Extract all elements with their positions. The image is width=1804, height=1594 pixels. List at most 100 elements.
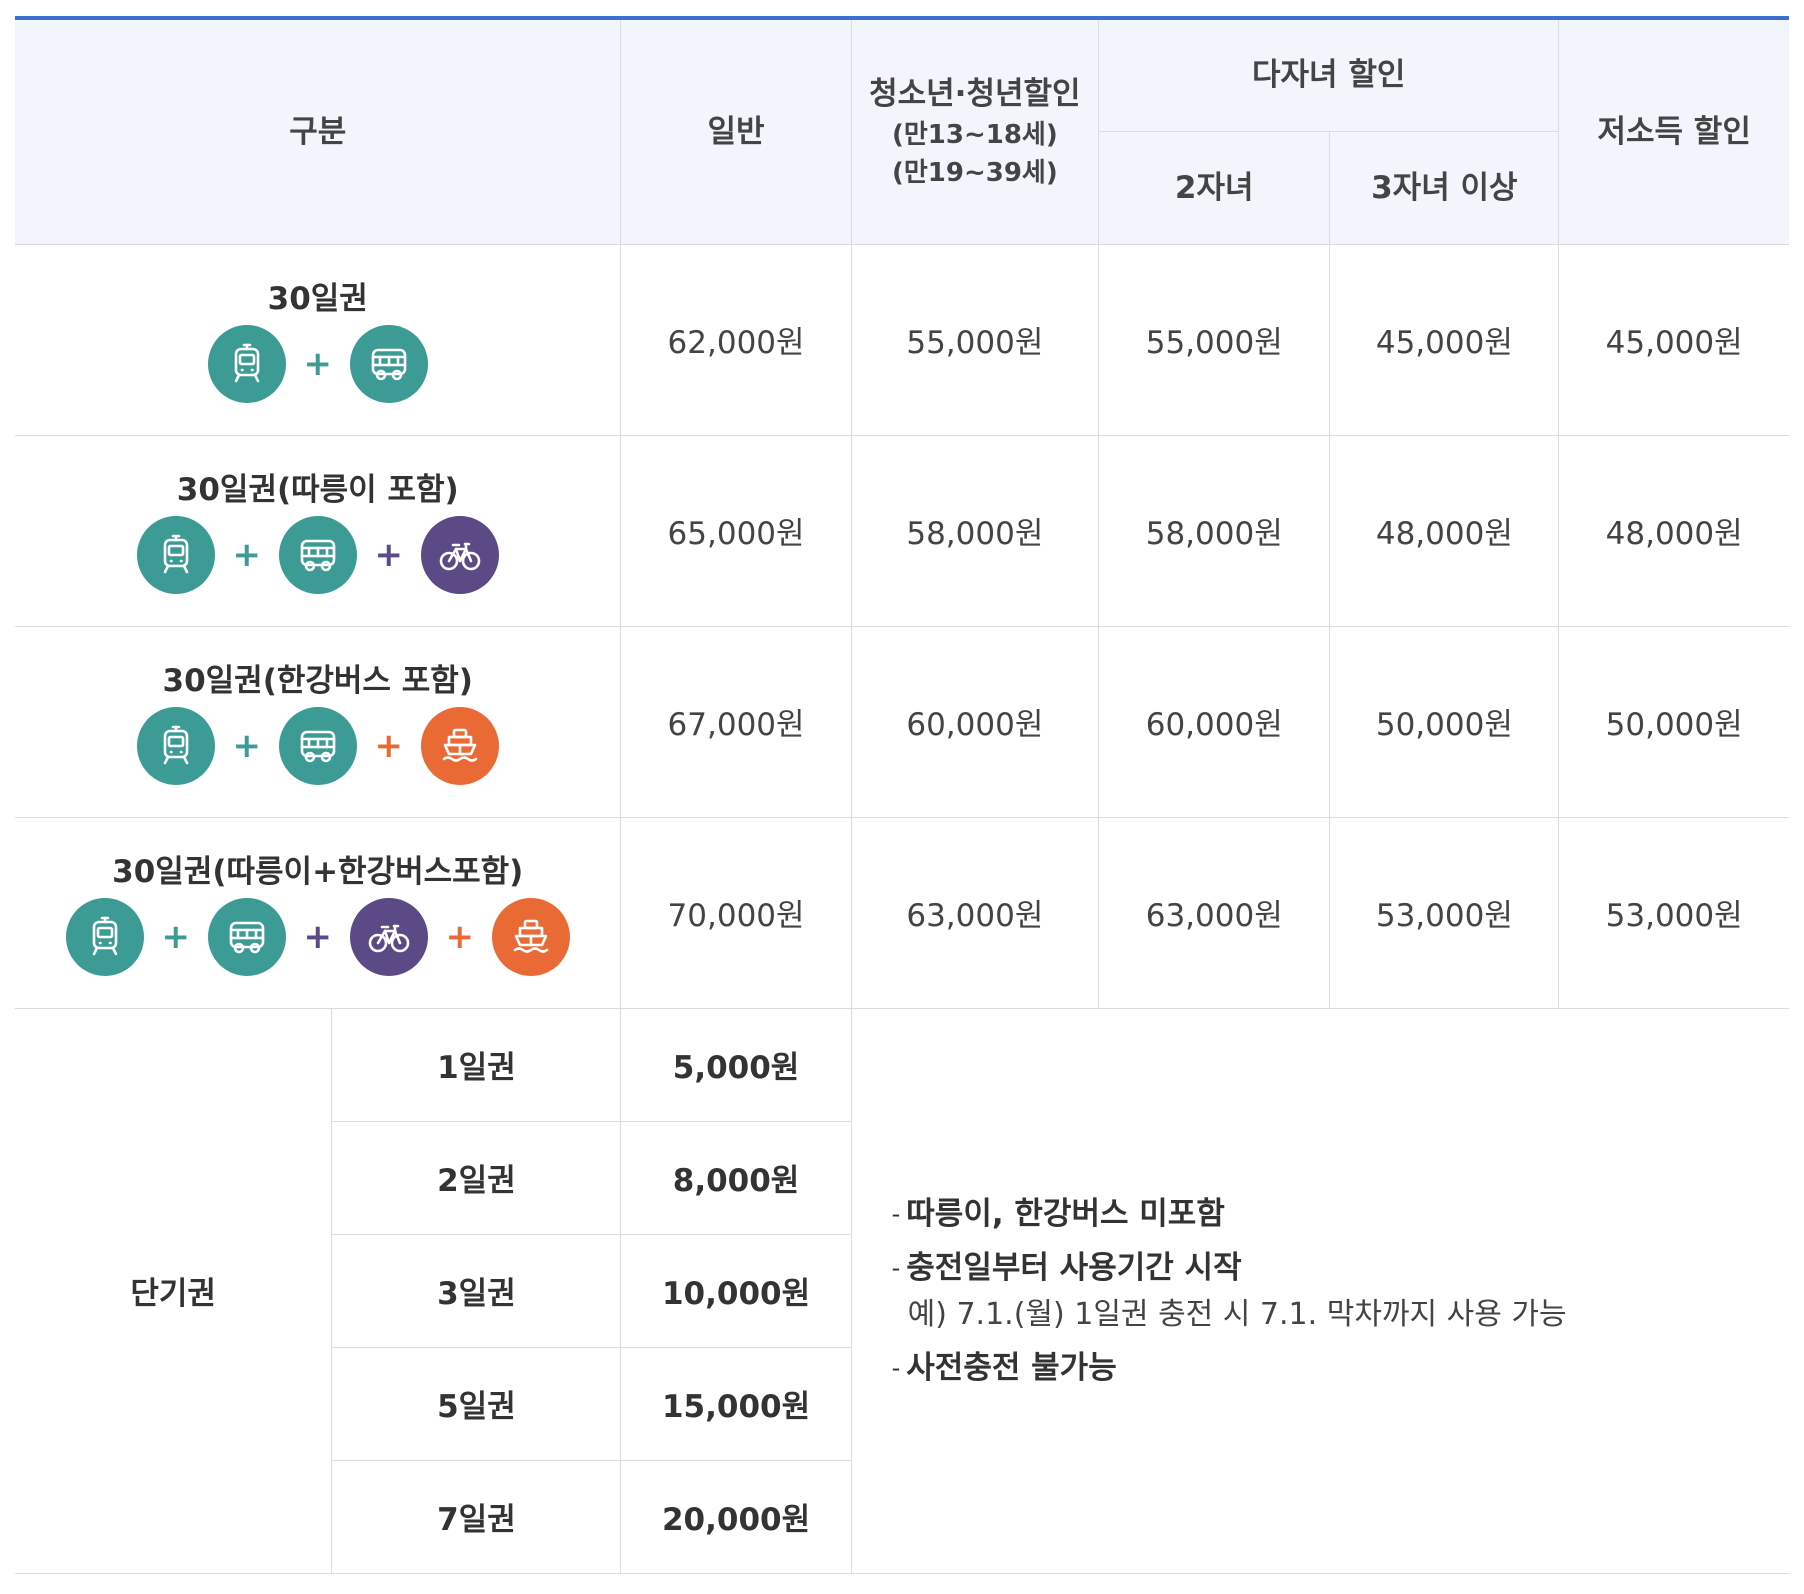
short-term-row: 2일권 8,000원: [15, 1120, 1789, 1235]
pass-name: 30일권(따릉이 포함): [176, 471, 459, 508]
note-example: 예) 7.1.(월) 1일권 충전 시 7.1. 막차까지 사용 가능: [907, 1296, 1567, 1332]
bus-icon: [207, 897, 286, 976]
plus-icon: +: [303, 343, 332, 384]
pass-category-cell: 30일권(따릉이+한강버스포함) + + +: [15, 816, 622, 1009]
price-two-children: 60,000원: [1098, 625, 1331, 818]
plus-icon: +: [303, 916, 332, 957]
short-term-name: 2일권: [331, 1120, 622, 1235]
short-term-price: 5,000원: [620, 1007, 852, 1122]
plus-icon: +: [232, 534, 261, 575]
header-youth-age-young-adult: (만19~39세): [891, 157, 1058, 188]
bicycle-icon: [349, 897, 428, 976]
header-row-2: 2자녀 3자녀 이상: [15, 130, 1789, 245]
price-low-income: 48,000원: [1558, 434, 1789, 627]
short-term-price: 10,000원: [620, 1233, 852, 1348]
note-item: - 따릉이, 한강버스 미포함: [892, 1191, 1789, 1237]
header-category: 구분: [15, 17, 622, 245]
price-three-children: 53,000원: [1329, 816, 1560, 1009]
short-term-price: 8,000원: [620, 1120, 852, 1235]
header-category-label: 구분: [289, 113, 347, 150]
header-youth-age-teen: (만13~18세): [891, 119, 1058, 150]
plus-icon: +: [445, 916, 474, 957]
pass-row: 30일권(따릉이 포함) + + 65,000원 58,000원 58,000원…: [15, 434, 1789, 627]
price-two-children: 55,000원: [1098, 243, 1331, 436]
pass-name: 30일권(따릉이+한강버스포함): [112, 853, 524, 890]
header-multi-child: 다자녀 할인: [1098, 17, 1560, 132]
short-term-name: 1일권: [331, 1007, 622, 1122]
note-dash: -: [891, 1353, 901, 1382]
price-general: 70,000원: [620, 816, 852, 1009]
header-three-children: 3자녀 이상: [1329, 130, 1559, 245]
header-row-1: 구분 일반 청소년·청년할인 (만13~18세) (만19~39세) 다자녀 할…: [15, 17, 1789, 245]
header-youth: 청소년·청년할인 (만13~18세) (만19~39세): [850, 17, 1100, 245]
pass-row: 30일권(따릉이+한강버스포함) + + + 70,000원 63,000원 6…: [15, 816, 1789, 1009]
bus-icon: [278, 706, 357, 785]
note-item: - 사전충전 불가능: [892, 1345, 1789, 1391]
subway-icon: [65, 897, 144, 976]
header-two-children-label: 2자녀: [1174, 169, 1254, 206]
pass-row: 30일권(한강버스 포함) + + 67,000원 60,000원 60,000…: [15, 625, 1789, 818]
ferry-icon: [491, 897, 570, 976]
short-term-row: 단기권 1일권 5,000원 - 따릉이, 한강버스 미포함 - 충전일부터 사용기…: [15, 1007, 1789, 1574]
plus-icon: +: [374, 725, 403, 766]
price-three-children: 45,000원: [1329, 243, 1560, 436]
subway-icon: [136, 515, 215, 594]
fare-table: 구분 일반 청소년·청년할인 (만13~18세) (만19~39세) 다자녀 할…: [15, 16, 1789, 1574]
note-item: - 충전일부터 사용기간 시작: [892, 1245, 1789, 1291]
short-term-name: 3일권: [331, 1233, 622, 1348]
short-term-notes: - 따릉이, 한강버스 미포함 - 충전일부터 사용기간 시작 예) 7.1.(월)…: [850, 1007, 1789, 1574]
price-two-children: 58,000원: [1098, 434, 1331, 627]
bus-icon: [349, 324, 428, 403]
plus-icon: +: [161, 916, 190, 957]
pass-name: 30일권(한강버스 포함): [162, 662, 473, 699]
price-low-income: 53,000원: [1558, 816, 1789, 1009]
pass-category-cell: 30일권 +: [15, 243, 622, 436]
price-three-children: 50,000원: [1329, 625, 1560, 818]
pass-icons: + +: [15, 515, 620, 594]
short-term-name: 5일권: [331, 1346, 622, 1461]
header-three-children-label: 3자녀 이상: [1371, 169, 1518, 206]
subway-icon: [136, 706, 215, 785]
header-general: 일반: [620, 17, 852, 245]
note-text: 따릉이, 한강버스 미포함: [906, 1195, 1225, 1232]
header-low-income: 저소득 할인: [1558, 17, 1789, 245]
short-term-name: 7일권: [331, 1459, 622, 1574]
price-two-children: 63,000원: [1098, 816, 1331, 1009]
price-youth: 55,000원: [850, 243, 1100, 436]
bicycle-icon: [420, 515, 499, 594]
pass-row: 30일권 + 62,000원 55,000원 55,000원 45,000원 4…: [15, 243, 1789, 436]
header-multi-child-title: 다자녀 할인: [1252, 57, 1406, 94]
ferry-icon: [420, 706, 499, 785]
short-term-label: 단기권: [15, 1007, 333, 1574]
pass-icons: +: [15, 324, 620, 403]
price-youth: 63,000원: [850, 816, 1100, 1009]
price-youth: 60,000원: [850, 625, 1100, 818]
price-general: 65,000원: [620, 434, 852, 627]
pass-icons: + +: [15, 706, 620, 785]
short-term-price: 15,000원: [620, 1346, 852, 1461]
header-general-label: 일반: [707, 113, 765, 150]
short-term-row: 5일권 15,000원: [15, 1346, 1789, 1461]
short-term-price: 20,000원: [620, 1459, 852, 1574]
plus-icon: +: [232, 725, 261, 766]
price-general: 62,000원: [620, 243, 852, 436]
price-low-income: 45,000원: [1558, 243, 1789, 436]
header-youth-title: 청소년·청년할인: [869, 75, 1081, 112]
price-low-income: 50,000원: [1558, 625, 1789, 818]
header-two-children: 2자녀: [1098, 130, 1331, 245]
pass-name: 30일권: [267, 280, 368, 317]
short-term-row: 7일권 20,000원: [15, 1459, 1789, 1574]
price-general: 67,000원: [620, 625, 852, 818]
pass-category-cell: 30일권(한강버스 포함) + +: [15, 625, 622, 818]
price-youth: 58,000원: [850, 434, 1100, 627]
fare-table-container: 구분 일반 청소년·청년할인 (만13~18세) (만19~39세) 다자녀 할…: [15, 16, 1789, 1574]
note-text: 충전일부터 사용기간 시작: [906, 1249, 1242, 1286]
note-dash: -: [891, 1253, 901, 1282]
pass-icons: + + +: [15, 897, 620, 976]
subway-icon: [207, 324, 286, 403]
bus-icon: [278, 515, 357, 594]
header-low-income-label: 저소득 할인: [1597, 113, 1751, 150]
price-three-children: 48,000원: [1329, 434, 1560, 627]
short-term-row: 3일권 10,000원: [15, 1233, 1789, 1348]
note-dash: -: [891, 1199, 901, 1228]
